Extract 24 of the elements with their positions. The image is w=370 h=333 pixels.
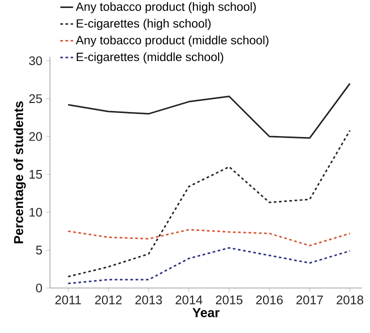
y-tick-label: 10 (30, 208, 42, 217)
line-series (67, 82, 351, 139)
legend-label: Any tobacco product (middle school) (76, 36, 268, 47)
x-tick-label: 2012 (95, 296, 122, 304)
legend-label: Any tobacco product (high school) (76, 2, 256, 14)
line-series (67, 130, 351, 278)
legend-label: E-cigarettes (high school) (76, 18, 211, 30)
y-tick-label: 25 (29, 94, 42, 104)
x-tick-label: 2014 (176, 296, 202, 304)
y-tick-label: 20 (29, 132, 42, 141)
x-tick-label: 2016 (256, 296, 283, 304)
y-tick-label: 30 (29, 56, 42, 66)
x-tick-label: 2017 (296, 296, 323, 304)
x-axis-title: Year (192, 308, 220, 318)
x-tick-label: 2018 (336, 296, 364, 304)
x-tick-label: 2011 (55, 296, 81, 304)
x-tick-label: 2015 (216, 296, 242, 304)
line-series (67, 228, 351, 246)
x-tick-label: 2013 (135, 296, 162, 304)
y-tick-label: 0 (36, 284, 42, 292)
y-tick-label: 5 (36, 246, 42, 254)
y-tick-label: 15 (30, 170, 42, 179)
legend-label: E-cigarettes (middle school) (76, 52, 224, 64)
y-axis-title: Percentage of students (14, 101, 26, 244)
